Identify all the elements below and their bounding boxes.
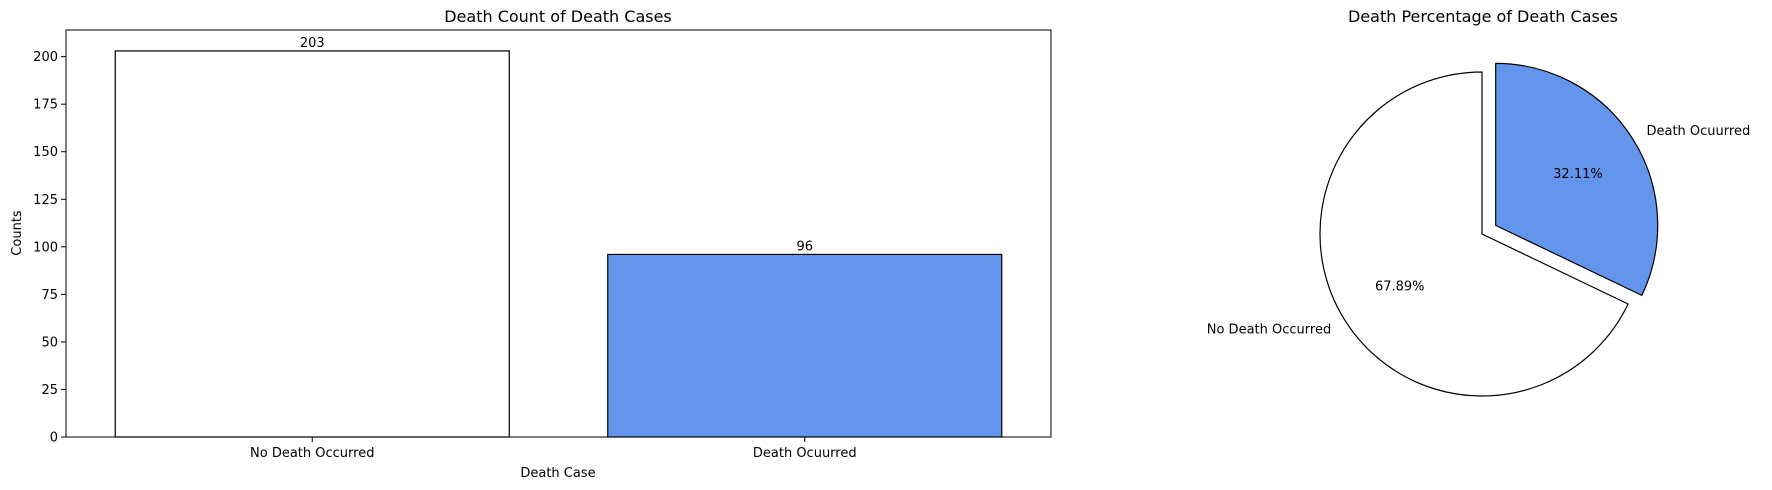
- pie-slice-label: No Death Occurred: [1207, 322, 1331, 337]
- pie-slices: 67.89% No Death Occurred 32.11% Death Ocuur…: [1207, 62, 1750, 397]
- pie-pct-label: 67.89%: [1375, 279, 1425, 294]
- bar-x-axis-label: Death Case: [520, 466, 595, 481]
- bar-x-ticks: No Death Occurred Death Ocuurred: [250, 437, 857, 461]
- y-tick-label: 25: [41, 383, 58, 398]
- pie-chart-title: Death Percentage of Death Cases: [1348, 7, 1618, 26]
- bar-y-ticks: 0 25 50 75 100 125 150 175 200: [33, 50, 66, 446]
- bar-1: [607, 253, 1003, 438]
- y-tick-label: 0: [50, 431, 58, 446]
- y-tick-label: 175: [33, 98, 58, 113]
- bar-y-axis-label: Counts: [10, 210, 25, 256]
- pie-slice-no-death: [1319, 71, 1629, 397]
- y-tick-label: 50: [41, 335, 58, 350]
- y-tick-label: 200: [33, 50, 58, 65]
- pie-pct-label: 32.11%: [1553, 167, 1603, 182]
- pie-slice-death: [1495, 62, 1659, 296]
- pie-slice-label: Death Ocuurred: [1646, 124, 1750, 139]
- pie-chart: Death Percentage of Death Cases 67.89% No…: [1207, 7, 1750, 397]
- x-tick-label: No Death Occurred: [250, 446, 374, 461]
- bar-data-label: 96: [796, 239, 813, 254]
- y-tick-label: 125: [33, 193, 58, 208]
- bar-data-label: 203: [300, 36, 325, 51]
- bar-plot-frame: [65, 29, 1052, 438]
- y-tick-label: 75: [41, 288, 58, 303]
- x-tick-label: Death Ocuurred: [753, 446, 857, 461]
- y-tick-label: 100: [33, 240, 58, 255]
- bar-0: [114, 50, 510, 438]
- y-tick-label: 150: [33, 145, 58, 160]
- bar-chart-title: Death Count of Death Cases: [444, 7, 672, 26]
- bar-bars: 203 96: [114, 36, 1003, 438]
- bar-chart: Death Count of Death Cases 0 25 50 75 100 125…: [10, 7, 1052, 481]
